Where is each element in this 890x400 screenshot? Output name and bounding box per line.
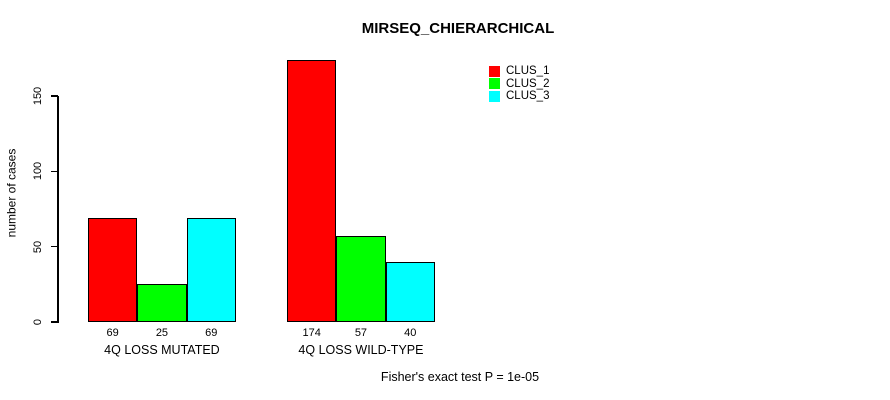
- category-label: 4Q LOSS MUTATED: [104, 343, 220, 357]
- legend-item: CLUS_2: [489, 78, 549, 91]
- bar-clus_1-group2: [287, 59, 337, 322]
- legend-item: CLUS_3: [489, 90, 549, 103]
- y-tick: [50, 245, 58, 248]
- bar-value-label: 25: [155, 327, 169, 339]
- bar-clus_3-group1: [186, 218, 236, 322]
- legend: CLUS_1 CLUS_2 CLUS_3: [489, 65, 549, 103]
- legend-label: CLUS_2: [506, 77, 550, 90]
- bar-clus_1-group1: [88, 218, 138, 322]
- bar-value-label: 69: [205, 327, 218, 339]
- y-tick: [50, 170, 58, 173]
- legend-item: CLUS_1: [489, 65, 549, 78]
- y-tick-label: 50: [28, 229, 48, 265]
- y-tick: [50, 321, 58, 323]
- chart-title: MIRSEQ_CHIERARCHICAL: [361, 20, 555, 37]
- bar-clus_2-group1: [137, 284, 187, 322]
- y-tick-label: 100: [28, 153, 48, 189]
- bar-clus_2-group2: [336, 236, 386, 322]
- y-tick: [50, 95, 58, 97]
- y-tick-label-text: 0: [32, 318, 44, 326]
- y-axis-line: [57, 96, 59, 323]
- category-label: 4Q LOSS WILD-TYPE: [298, 343, 424, 357]
- legend-swatch-clus_3: [489, 90, 500, 102]
- y-tick-label-text: 50: [32, 240, 44, 253]
- bar-value-label: 40: [404, 327, 417, 339]
- legend-swatch-clus_1: [489, 65, 500, 77]
- legend-label: CLUS_3: [506, 90, 550, 103]
- annotation-text: Fisher's exact test P = 1e-05: [380, 370, 540, 384]
- y-tick-label: 150: [28, 78, 48, 114]
- bar-value-label: 57: [354, 327, 368, 339]
- bar-value-label: 69: [106, 327, 119, 339]
- y-tick-label-text: 150: [31, 86, 44, 106]
- bar-value-label: 174: [302, 327, 321, 339]
- y-tick-label-text: 100: [31, 162, 44, 181]
- legend-swatch-clus_2: [489, 78, 500, 90]
- bar-clus_3-group2: [385, 261, 435, 322]
- y-tick-label: 0: [28, 304, 48, 340]
- legend-label: CLUS_1: [506, 65, 550, 78]
